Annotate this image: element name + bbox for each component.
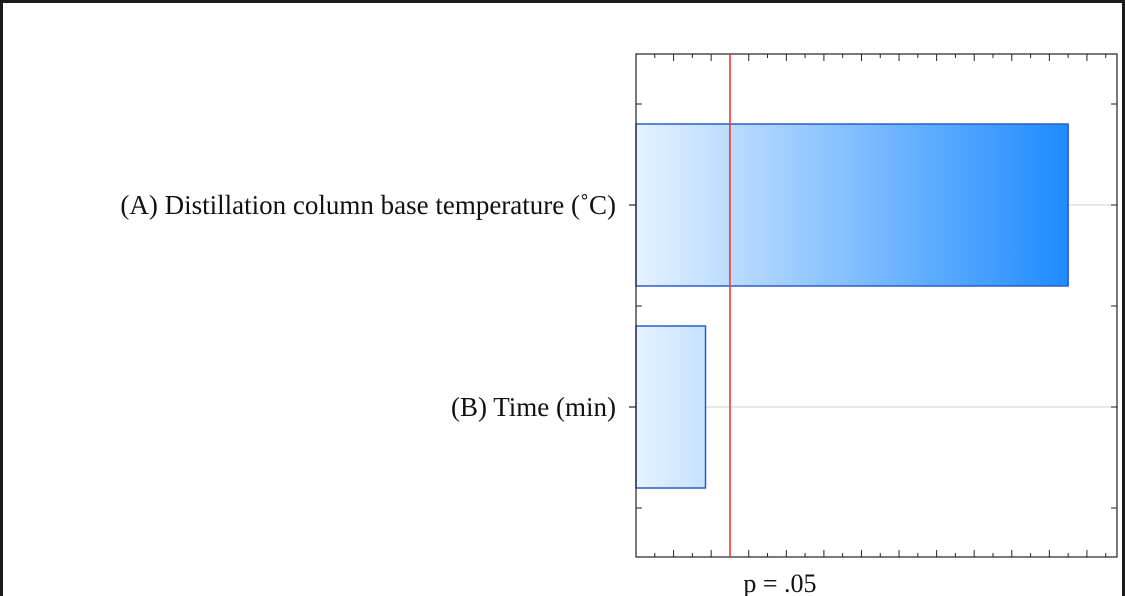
bars [635,123,1069,489]
bar [635,325,707,489]
reference-line-group: p = .05 [729,54,817,596]
category-labels: (A) Distillation column base temperature… [120,190,616,422]
plot-area-border [635,53,1118,558]
category-label: (B) Time (min) [451,392,616,422]
category-label: (A) Distillation column base temperature… [120,190,616,220]
bar [635,123,1069,287]
reference-line-label: p = .05 [743,569,816,596]
